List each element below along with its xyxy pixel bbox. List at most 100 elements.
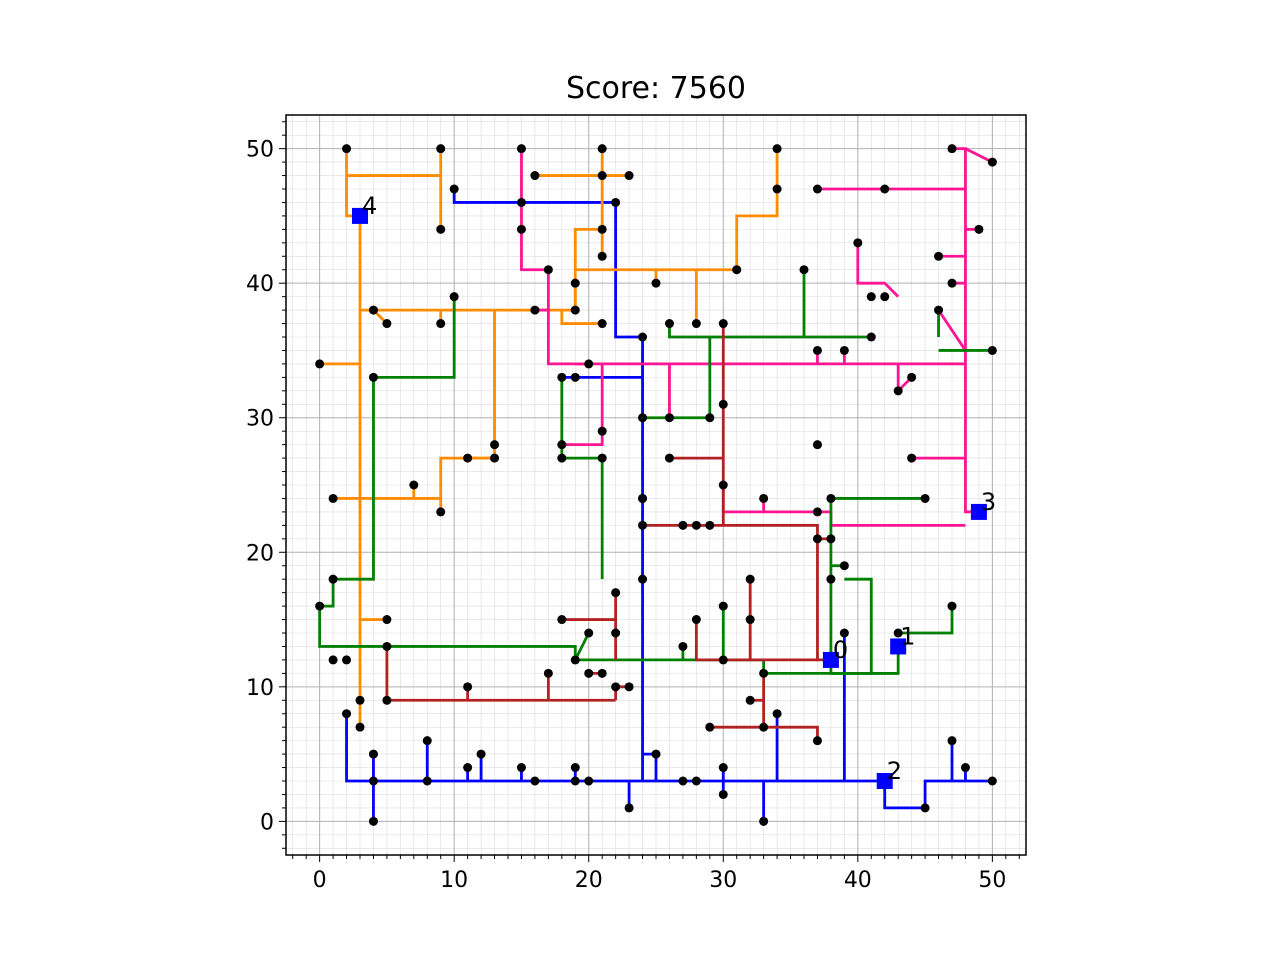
customer-point xyxy=(530,305,540,315)
customer-point xyxy=(759,668,769,678)
customer-point xyxy=(718,480,728,490)
customer-point xyxy=(449,184,459,194)
customer-point xyxy=(543,668,553,678)
route-segment-green xyxy=(560,377,604,580)
customer-point xyxy=(570,305,580,315)
customer-point xyxy=(907,372,917,382)
customer-point xyxy=(611,682,621,692)
x-tick-label: 50 xyxy=(978,868,1006,893)
x-tick-label: 20 xyxy=(575,868,603,893)
customer-point xyxy=(490,440,500,450)
customer-point xyxy=(866,332,876,342)
route-segment-orange xyxy=(560,310,603,325)
customer-point xyxy=(422,736,432,746)
customer-point xyxy=(516,144,526,154)
customer-point xyxy=(745,574,755,584)
minor-grid xyxy=(286,115,1026,855)
customer-point xyxy=(409,480,419,490)
customer-point xyxy=(570,278,580,288)
customer-point xyxy=(368,776,378,786)
customer-point xyxy=(584,359,594,369)
customer-point xyxy=(920,493,930,503)
customer-point xyxy=(342,655,352,665)
customer-point xyxy=(328,655,338,665)
route-segment-brown xyxy=(694,619,751,662)
customer-point xyxy=(934,305,944,315)
customer-point xyxy=(772,709,782,719)
customer-point xyxy=(597,144,607,154)
customer-point xyxy=(691,615,701,625)
customer-point xyxy=(463,763,473,773)
customer-point xyxy=(570,655,580,665)
chart-title: Score: 7560 xyxy=(566,71,746,106)
customer-point xyxy=(745,695,755,705)
customer-point xyxy=(691,520,701,530)
customer-point xyxy=(893,386,903,396)
customer-point xyxy=(449,292,459,302)
customer-point xyxy=(732,265,742,275)
customer-point xyxy=(638,493,648,503)
customer-point xyxy=(368,372,378,382)
customer-point xyxy=(368,749,378,759)
route-segment-green xyxy=(830,577,873,675)
customer-point xyxy=(476,749,486,759)
customer-point xyxy=(839,628,849,638)
customer-point xyxy=(759,722,769,732)
customer-point xyxy=(826,534,836,544)
customer-point xyxy=(705,413,715,423)
customer-point xyxy=(718,319,728,329)
depot-marker-2 xyxy=(876,773,893,789)
customer-point xyxy=(947,144,957,154)
customer-point xyxy=(624,171,634,181)
customer-point xyxy=(705,520,715,530)
y-tick-label: 40 xyxy=(246,272,274,297)
depot-marker-0 xyxy=(822,651,839,668)
customer-point xyxy=(664,319,674,329)
customer-point xyxy=(705,722,715,732)
route-segment-pink xyxy=(856,242,900,298)
depot-label-0: 0 xyxy=(833,636,848,664)
customer-point xyxy=(934,251,944,261)
depots-layer: 0 1 2 3 4 xyxy=(352,192,996,789)
customer-point xyxy=(422,776,432,786)
y-tick-label: 50 xyxy=(246,138,274,163)
customer-point xyxy=(812,440,822,450)
customer-point xyxy=(718,655,728,665)
customer-point xyxy=(597,668,607,678)
customer-point xyxy=(530,171,540,181)
customer-point xyxy=(611,588,621,598)
customer-point xyxy=(315,359,325,369)
customer-point xyxy=(382,615,392,625)
customer-point xyxy=(597,319,607,329)
customer-point xyxy=(543,265,553,275)
customer-point xyxy=(880,292,890,302)
route-segment-pink xyxy=(964,147,993,164)
customer-point xyxy=(597,453,607,463)
customer-point xyxy=(557,615,567,625)
depot-label-3: 3 xyxy=(981,488,996,516)
customer-point xyxy=(853,238,863,248)
y-tick-label: 0 xyxy=(260,810,274,835)
customer-point xyxy=(638,520,648,530)
customer-point xyxy=(947,736,957,746)
customer-point xyxy=(436,144,446,154)
customer-point xyxy=(624,682,634,692)
depot-marker-1 xyxy=(890,638,907,655)
customer-point xyxy=(907,453,917,463)
customer-point xyxy=(382,319,392,329)
customer-point xyxy=(651,278,661,288)
customer-point xyxy=(812,736,822,746)
route-segment-pink xyxy=(561,363,604,447)
y-tick-label: 20 xyxy=(246,541,274,566)
customer-point xyxy=(624,803,634,813)
x-tick-label: 30 xyxy=(709,868,737,893)
customer-point xyxy=(436,319,446,329)
customer-point xyxy=(947,278,957,288)
points-layer xyxy=(315,144,997,826)
customer-point xyxy=(987,345,997,355)
customer-point xyxy=(516,224,526,234)
customer-point xyxy=(570,763,580,773)
customer-point xyxy=(718,601,728,611)
customer-point xyxy=(772,144,782,154)
